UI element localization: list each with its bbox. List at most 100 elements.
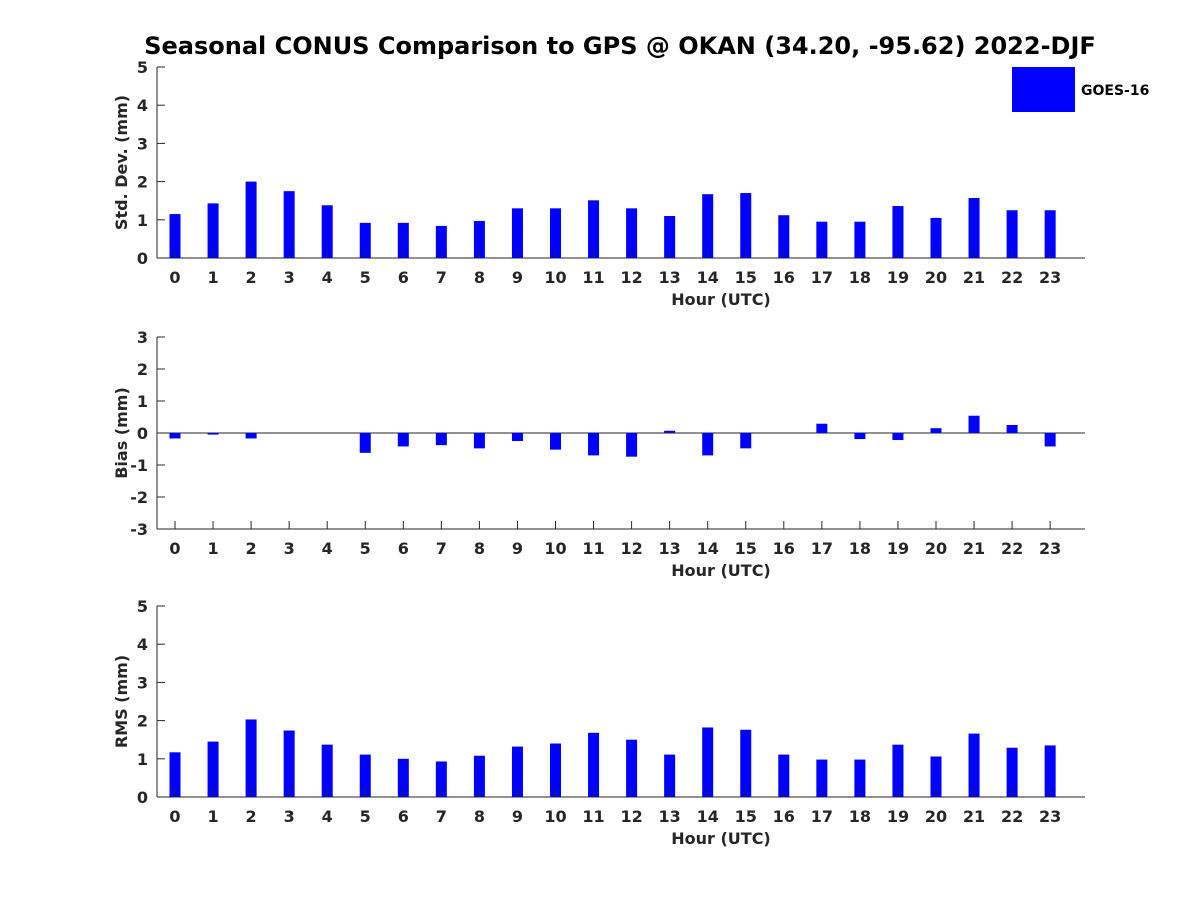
std-dev-bar xyxy=(740,193,752,258)
rms-bar xyxy=(588,732,600,797)
bias-x-tick-label: 10 xyxy=(544,539,566,558)
legend-swatch xyxy=(1012,67,1075,112)
std-dev-x-tick-label: 6 xyxy=(398,268,409,287)
rms-bar xyxy=(968,733,980,797)
legend-label: GOES-16 xyxy=(1081,83,1149,99)
bias-x-tick-label: 0 xyxy=(169,539,180,558)
bias-x-tick-label: 20 xyxy=(925,539,947,558)
std-dev-bar xyxy=(511,208,523,258)
bias-bar xyxy=(740,433,752,449)
rms-bar xyxy=(892,744,904,797)
rms-x-tick-label: 8 xyxy=(474,807,485,826)
rms-x-tick-label: 2 xyxy=(246,807,257,826)
rms-x-tick-label: 11 xyxy=(582,807,604,826)
rms-bar xyxy=(473,755,485,797)
rms-bar xyxy=(550,743,561,797)
bias-bar xyxy=(1044,433,1056,447)
std-dev-y-tick-label: 1 xyxy=(137,211,148,230)
rms-x-tick-label: 15 xyxy=(735,807,757,826)
rms-bar xyxy=(435,761,447,797)
bias-bar xyxy=(968,415,980,433)
std-dev-x-tick-label: 13 xyxy=(659,268,681,287)
std-dev-bar xyxy=(664,215,676,258)
rms-x-tick-label: 19 xyxy=(887,807,909,826)
std-dev-bar xyxy=(626,208,638,258)
rms-bar xyxy=(664,754,676,797)
bias-bar xyxy=(359,433,371,453)
std-dev-x-tick-label: 5 xyxy=(360,268,371,287)
std-dev-x-tick-label: 7 xyxy=(436,268,447,287)
rms-y-tick-label: 4 xyxy=(137,635,148,654)
rms-x-tick-label: 0 xyxy=(169,807,180,826)
std-dev-y-tick-label: 3 xyxy=(137,134,148,153)
bias-y-tick-label: -2 xyxy=(130,488,148,507)
rms-x-tick-label: 17 xyxy=(811,807,833,826)
rms-bar xyxy=(321,744,333,797)
rms-x-tick-label: 12 xyxy=(620,807,642,826)
rms-bar xyxy=(397,758,409,797)
rms-bar xyxy=(702,727,714,797)
bias-y-tick-label: -1 xyxy=(130,456,148,475)
std-dev-x-tick-label: 12 xyxy=(620,268,642,287)
bias-x-label: Hour (UTC) xyxy=(671,561,771,580)
bias-x-tick-label: 17 xyxy=(811,539,833,558)
std-dev-bar xyxy=(892,206,904,258)
std-dev-x-tick-label: 2 xyxy=(246,268,257,287)
bias-bar xyxy=(854,433,866,440)
std-dev-bar xyxy=(930,217,942,258)
std-dev-x-tick-label: 19 xyxy=(887,268,909,287)
std-dev-bar xyxy=(245,181,257,258)
std-dev-bar xyxy=(968,198,980,258)
std-dev-y-tick-label: 5 xyxy=(137,58,148,77)
std-dev-bar xyxy=(816,221,828,258)
rms-bar xyxy=(359,754,371,797)
bias-x-tick-label: 2 xyxy=(246,539,257,558)
bias-bar xyxy=(702,433,714,456)
bias-x-tick-label: 12 xyxy=(620,539,642,558)
bias-bar xyxy=(626,433,638,457)
std-dev-x-tick-label: 4 xyxy=(322,268,333,287)
std-dev-x-tick-label: 20 xyxy=(925,268,947,287)
rms-y-tick-label: 1 xyxy=(137,750,148,769)
std-dev-bar xyxy=(321,205,333,258)
bias-x-tick-label: 5 xyxy=(360,539,371,558)
rms-y-label: RMS (mm) xyxy=(112,655,131,748)
bias-x-tick-label: 23 xyxy=(1039,539,1061,558)
std-dev-bar xyxy=(702,194,714,258)
std-dev-x-tick-label: 10 xyxy=(544,268,566,287)
std-dev-bar xyxy=(473,220,485,258)
bias-x-tick-label: 4 xyxy=(322,539,333,558)
rms-bar xyxy=(854,759,866,797)
bias-x-tick-label: 6 xyxy=(398,539,409,558)
bias-bar xyxy=(816,423,828,433)
std-dev-bar xyxy=(359,222,371,258)
bias-x-tick-label: 14 xyxy=(697,539,719,558)
chart-title: Seasonal CONUS Comparison to GPS @ OKAN … xyxy=(144,32,1096,60)
std-dev-x-tick-label: 11 xyxy=(582,268,604,287)
std-dev-x-tick-label: 18 xyxy=(849,268,871,287)
rms-bar xyxy=(1006,747,1018,797)
std-dev-y-label: Std. Dev. (mm) xyxy=(112,95,131,230)
std-dev-bar xyxy=(207,203,219,258)
bias-bar xyxy=(245,433,257,439)
bias-y-label: Bias (mm) xyxy=(112,387,131,479)
bias-bar xyxy=(169,433,181,439)
rms-bar xyxy=(778,754,790,797)
bias-x-tick-label: 22 xyxy=(1001,539,1023,558)
std-dev-x-tick-label: 14 xyxy=(697,268,719,287)
bias-x-tick-label: 8 xyxy=(474,539,485,558)
bias-bar xyxy=(511,433,523,441)
std-dev-bar xyxy=(550,208,561,258)
rms-bar xyxy=(207,741,219,797)
std-dev-x-tick-label: 16 xyxy=(773,268,795,287)
rms-x-tick-label: 7 xyxy=(436,807,447,826)
rms-x-tick-label: 18 xyxy=(849,807,871,826)
rms-y-tick-label: 3 xyxy=(137,673,148,692)
std-dev-x-tick-label: 3 xyxy=(284,268,295,287)
std-dev-x-tick-label: 22 xyxy=(1001,268,1023,287)
rms-x-tick-label: 10 xyxy=(544,807,566,826)
